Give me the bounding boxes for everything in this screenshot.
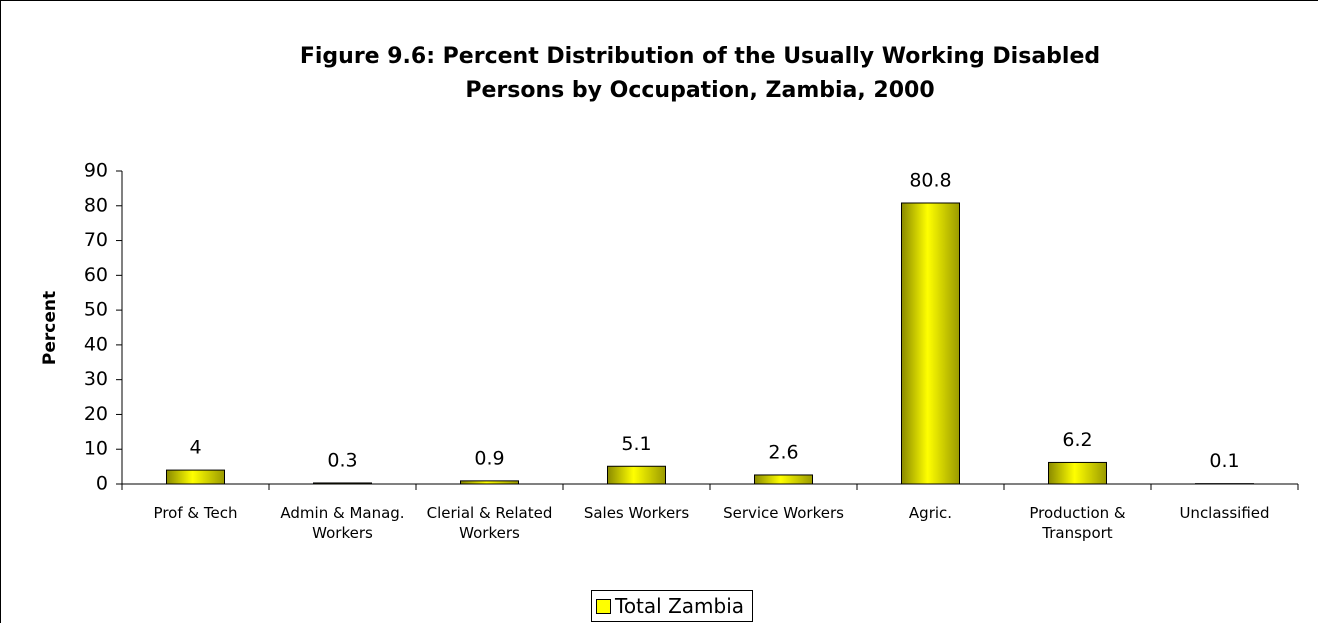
y-tick-label: 90 [84, 160, 108, 182]
legend-label: Total Zambia [615, 594, 745, 618]
data-label: 80.8 [909, 169, 951, 191]
chart-title: Figure 9.6: Percent Distribution of the … [299, 44, 1101, 103]
bar [754, 474, 813, 485]
data-label: 6.2 [1062, 429, 1092, 451]
y-axis-label: Percent [40, 291, 60, 365]
bar [166, 469, 225, 485]
y-tick-label: 40 [84, 333, 108, 355]
bar [901, 202, 960, 485]
x-tick-label: Admin & Manag. Workers [280, 504, 405, 542]
bar [607, 465, 666, 485]
data-label: 2.6 [768, 441, 798, 463]
legend-swatch [596, 598, 611, 614]
y-tick-label: 70 [84, 229, 108, 251]
data-label: 0.1 [1209, 450, 1239, 472]
data-label: 0.9 [474, 447, 504, 469]
y-tick-label: 30 [84, 368, 108, 390]
x-tick-label: Service Workers [723, 504, 844, 522]
x-tick-label: Sales Workers [583, 504, 690, 522]
x-tick-label: Prof & Tech [153, 504, 238, 522]
data-label: 0.3 [327, 449, 357, 471]
y-tick-label: 0 [96, 473, 108, 495]
x-tick-label: Agric. [908, 504, 953, 522]
y-tick-label: 80 [84, 194, 108, 216]
x-tick-label: Clerial & Related Workers [426, 504, 553, 542]
y-tick-label: 50 [84, 299, 108, 321]
y-tick-label: 10 [84, 438, 108, 460]
y-tick-label: 20 [84, 403, 108, 425]
y-tick-label: 60 [84, 264, 108, 286]
bar [1048, 461, 1107, 485]
bar [313, 482, 372, 485]
x-tick-label: Unclassified [1179, 504, 1270, 522]
legend: Total Zambia [591, 590, 754, 622]
bar [460, 480, 519, 485]
data-label: 5.1 [621, 433, 651, 455]
data-label: 4 [189, 437, 201, 459]
x-tick-label: Production & Transport [1029, 504, 1126, 542]
